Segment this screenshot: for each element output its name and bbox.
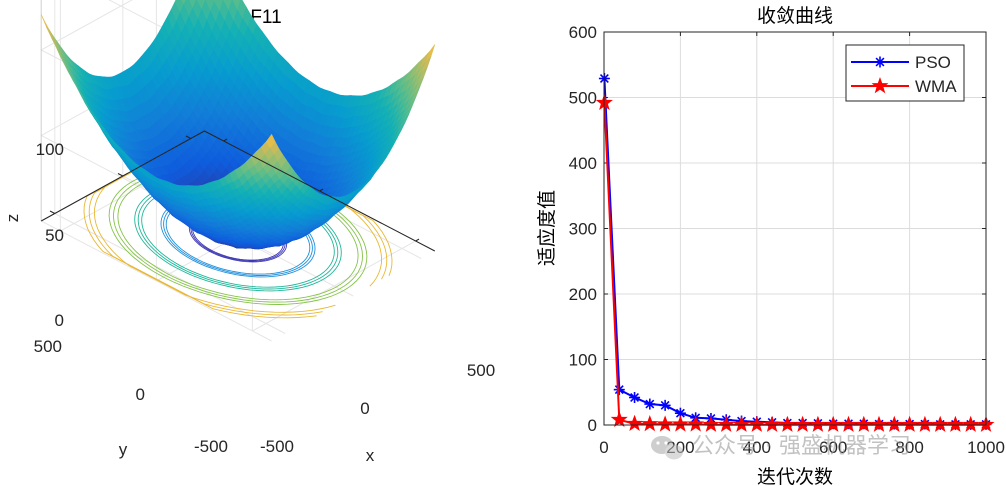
data-point-wma bbox=[778, 415, 796, 432]
contour-line bbox=[108, 167, 368, 305]
data-point-wma bbox=[946, 415, 965, 432]
data-point-wma bbox=[824, 415, 842, 432]
axes-frame bbox=[603, 31, 987, 426]
data-point-wma bbox=[656, 415, 674, 432]
data-point-wma bbox=[671, 415, 689, 432]
y-tick-label: 0 bbox=[136, 385, 145, 404]
x-tick-label: 600 bbox=[819, 438, 847, 457]
data-point-wma bbox=[794, 415, 812, 432]
surface-axes-front bbox=[40, 130, 436, 252]
x-tick-label: 0 bbox=[599, 438, 608, 457]
data-point-wma bbox=[702, 415, 720, 432]
watermark: 公众号 · 强盛机器学习 bbox=[651, 434, 911, 460]
x-tick-mark bbox=[319, 188, 324, 192]
data-point-wma bbox=[748, 415, 766, 432]
x-tick-label: 400 bbox=[743, 438, 771, 457]
y-tick-label: 0 bbox=[588, 416, 597, 435]
legend-label-pso: PSO bbox=[915, 53, 951, 72]
surface-mesh bbox=[40, 0, 436, 250]
y-tick-label: 500 bbox=[34, 337, 62, 356]
legend-label-wma: WMA bbox=[915, 77, 957, 96]
x-tick-label: 1000 bbox=[967, 438, 1005, 457]
z-tick-label: 100 bbox=[36, 140, 64, 159]
wechat-icon bbox=[651, 436, 683, 460]
legend-star-icon bbox=[871, 77, 889, 94]
z-tick-label: 50 bbox=[45, 226, 64, 245]
legend-marker-pso bbox=[874, 56, 886, 68]
floor-grid-line bbox=[54, 213, 286, 334]
floor-grid-line bbox=[252, 240, 416, 332]
legend: PSO WMA bbox=[845, 44, 965, 102]
data-point-wma bbox=[931, 415, 949, 432]
data-point-wma bbox=[916, 415, 934, 432]
contour-line bbox=[113, 169, 363, 303]
z-axis-label: z bbox=[3, 214, 22, 223]
contour-line bbox=[117, 171, 359, 301]
floor-front-edge bbox=[40, 130, 436, 252]
data-point-wma bbox=[641, 415, 659, 432]
y-tick-label: 600 bbox=[569, 23, 597, 42]
data-point-wma bbox=[763, 415, 781, 432]
data-point-pso bbox=[629, 391, 641, 403]
data-point-wma bbox=[855, 415, 873, 432]
data-point-wma bbox=[962, 415, 980, 432]
surface-patch bbox=[40, 14, 51, 34]
grid-lines bbox=[604, 32, 986, 425]
data-point-wma bbox=[717, 415, 735, 432]
x-tick-label: -500 bbox=[260, 437, 294, 456]
data-point-wma bbox=[610, 410, 628, 427]
y-tick-label: 500 bbox=[569, 89, 597, 108]
legend-marker-wma bbox=[871, 77, 889, 94]
data-point-pso bbox=[644, 398, 656, 410]
data-point-pso bbox=[613, 384, 625, 396]
y-tick-mark bbox=[185, 135, 192, 139]
x-axis-label: x bbox=[366, 446, 375, 465]
surface-title: F11 bbox=[250, 7, 281, 28]
legend-asterisk-icon bbox=[874, 56, 886, 68]
surface-plot: F11 100 50 0 z 500 0 -500 y -500 0 500 x bbox=[3, 0, 495, 465]
x-tick-label: 0 bbox=[360, 399, 369, 418]
x-tick-mark bbox=[415, 238, 420, 242]
y-tick-label: 100 bbox=[569, 351, 597, 370]
x-tick-mark bbox=[223, 138, 228, 142]
y-tick-label: 200 bbox=[569, 285, 597, 304]
y-axis-label: 适应度值 bbox=[536, 190, 558, 266]
y-tick-label: -500 bbox=[194, 437, 228, 456]
surface-patch bbox=[266, 133, 276, 148]
data-point-wma bbox=[809, 415, 827, 432]
data-point-wma bbox=[901, 415, 919, 432]
convergence-title: 收敛曲线 bbox=[757, 5, 833, 27]
x-tick-label: 800 bbox=[895, 438, 923, 457]
y-tick-label: 300 bbox=[569, 220, 597, 239]
data-point-wma bbox=[885, 415, 903, 432]
data-point-wma bbox=[839, 415, 858, 432]
z-tick-label: 0 bbox=[55, 311, 64, 330]
watermark-text: 公众号 · 强盛机器学习 bbox=[692, 434, 911, 459]
data-point-pso bbox=[659, 399, 671, 411]
data-point-wma bbox=[625, 414, 644, 431]
data-point-wma bbox=[870, 415, 888, 432]
y-axis-label: y bbox=[119, 440, 128, 459]
y-tick-label: 400 bbox=[569, 154, 597, 173]
data-point-wma bbox=[732, 415, 751, 432]
y-tick-mark bbox=[117, 173, 124, 177]
y-tick-mark bbox=[49, 210, 56, 214]
legend-box bbox=[845, 44, 965, 102]
data-point-wma bbox=[687, 415, 705, 432]
convergence-plot: 收敛曲线 02004006008001000010020030040050060… bbox=[536, 5, 1005, 486]
contour-line bbox=[88, 156, 388, 316]
x-tick-label: 500 bbox=[467, 361, 495, 380]
x-axis-label: 迭代次数 bbox=[757, 466, 833, 486]
